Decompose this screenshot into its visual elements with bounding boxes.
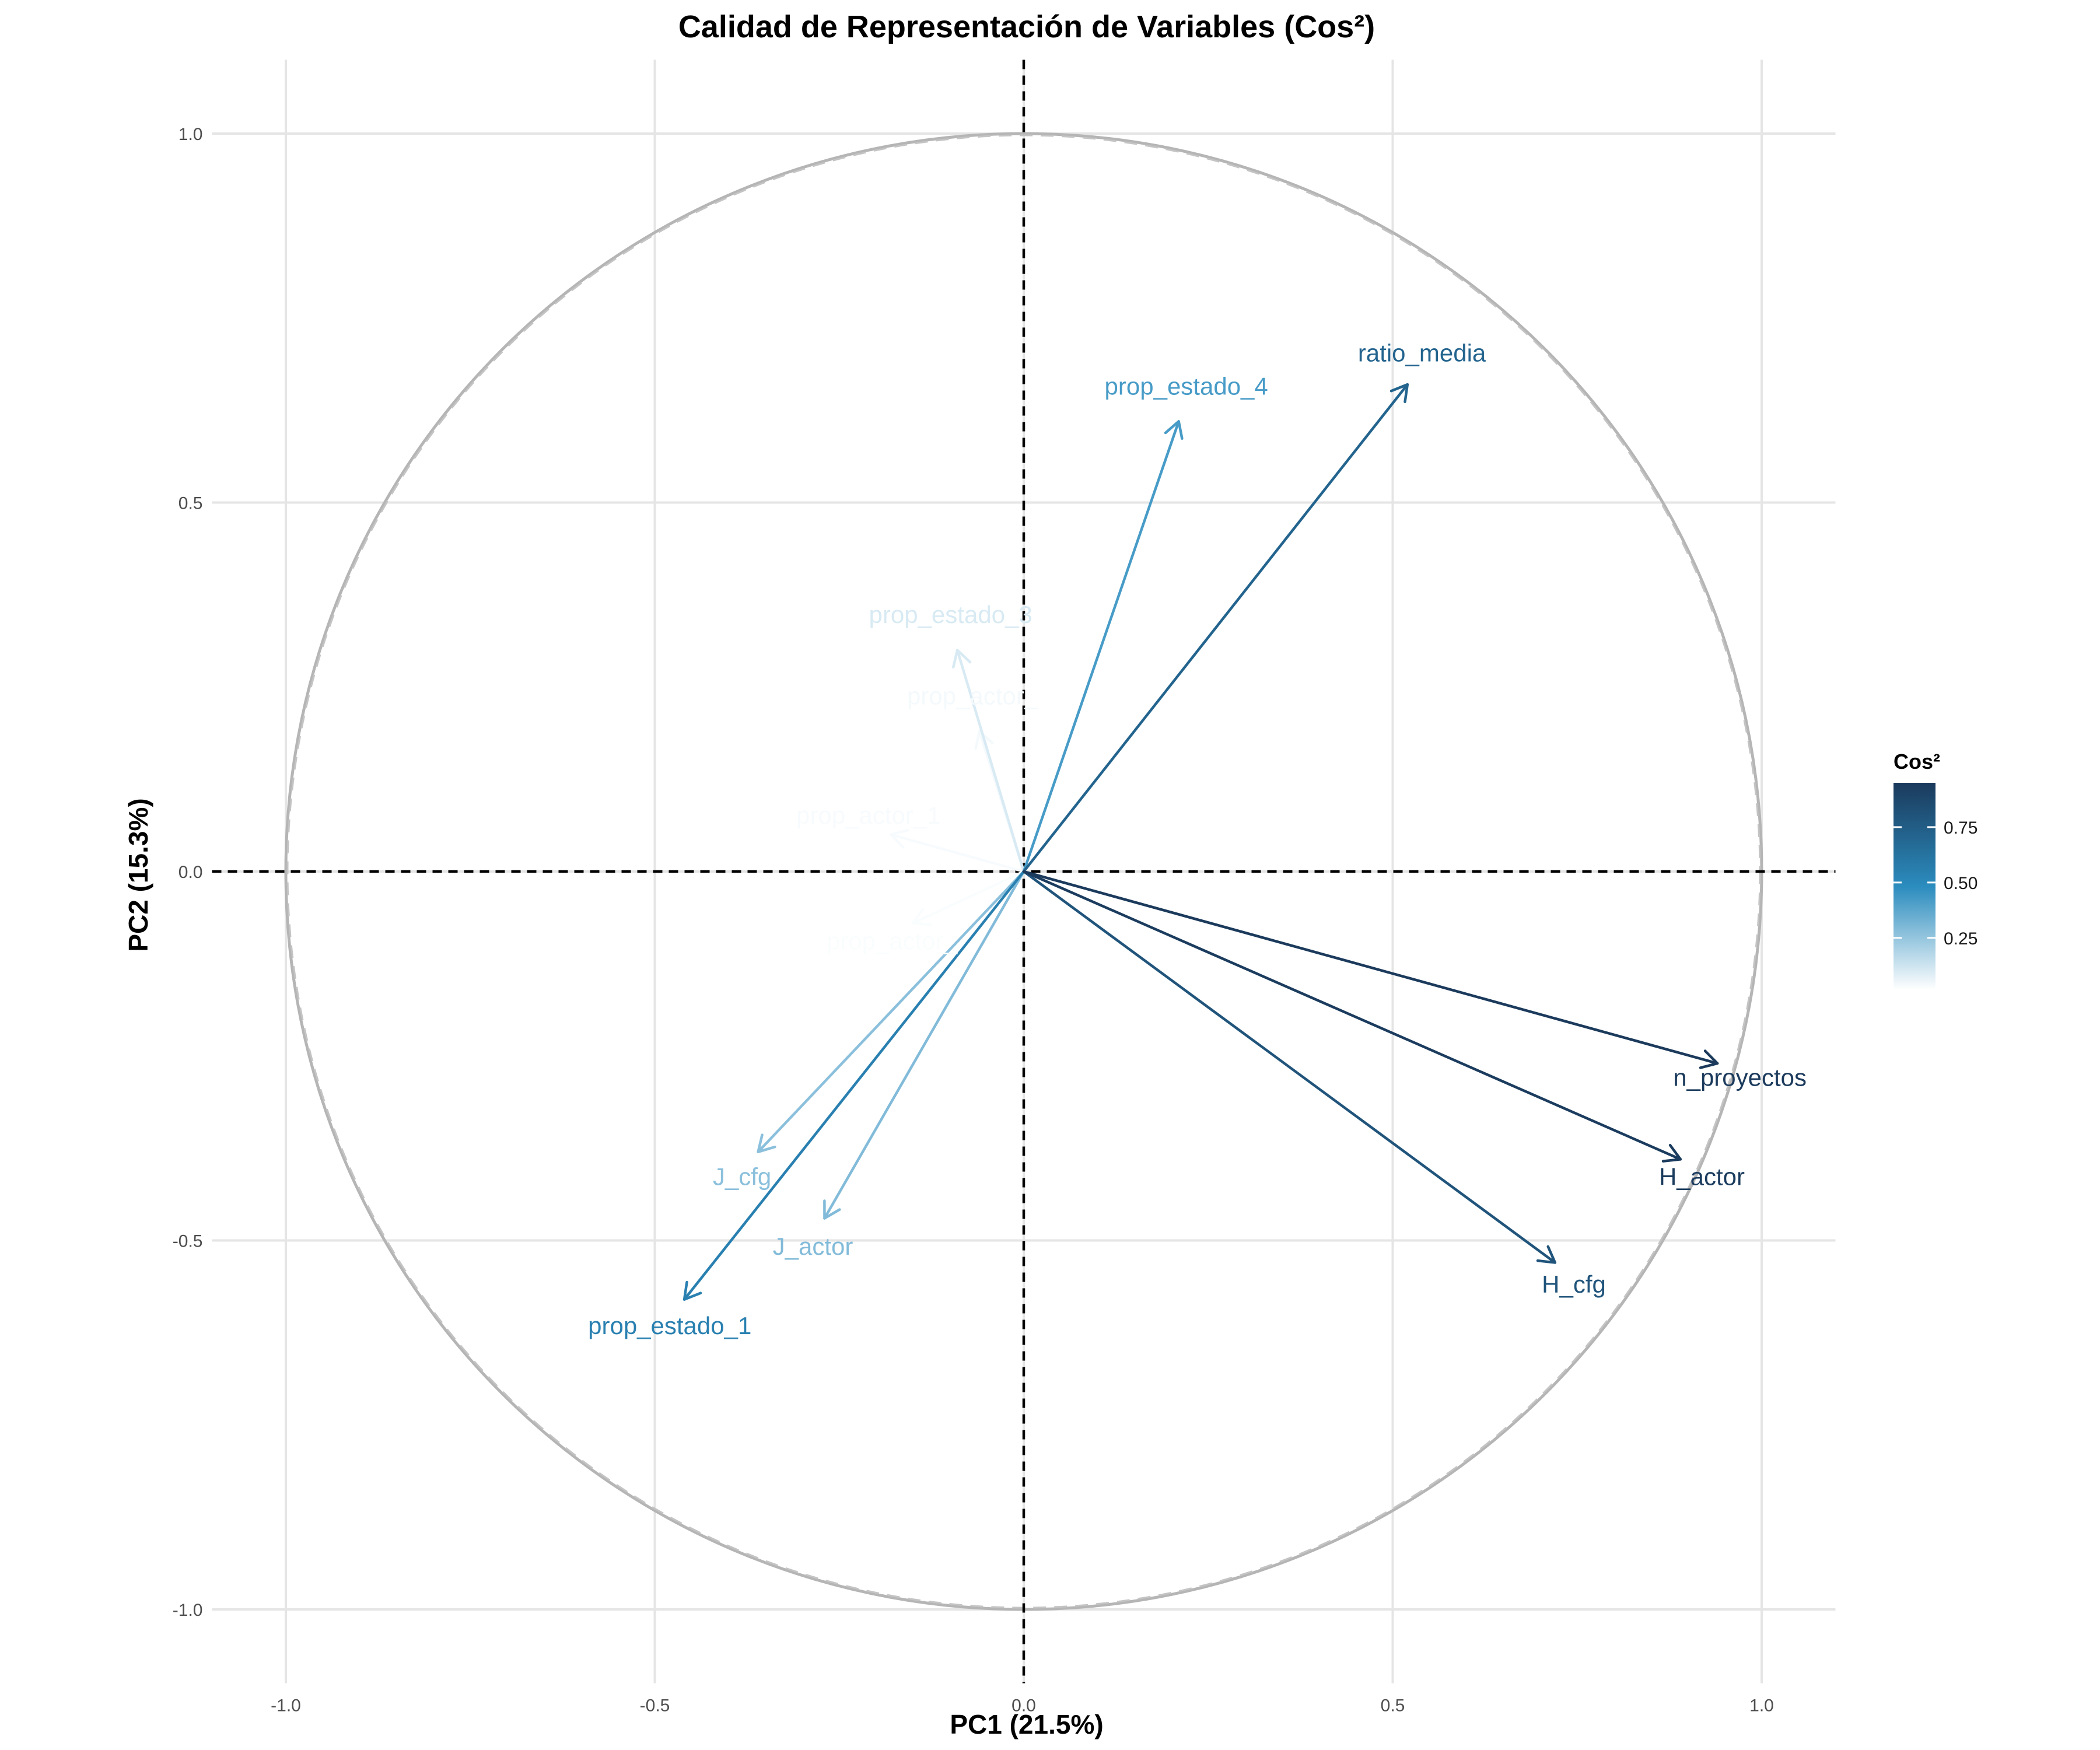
variable-label: J_actor bbox=[773, 1233, 853, 1260]
variable-label: ratio_media bbox=[1358, 340, 1486, 367]
legend-tick-label: 0.75 bbox=[1944, 818, 1978, 838]
arrow-shaft bbox=[757, 870, 1026, 1153]
arrow-head bbox=[1164, 420, 1184, 440]
variable-arrow bbox=[1022, 789, 1064, 873]
legend: Cos² 0.25 0.50 0.75 bbox=[1894, 750, 1978, 990]
arrow-shaft bbox=[1022, 383, 1409, 873]
arrow-shaft bbox=[956, 649, 1026, 873]
variable-arrow bbox=[890, 829, 1026, 873]
y-axis-title: PC2 (15.3%) bbox=[123, 798, 153, 951]
legend-title: Cos² bbox=[1894, 750, 1940, 774]
legend-ticks: 0.25 0.50 0.75 bbox=[1894, 818, 1978, 949]
x-tick-label: 0.5 bbox=[1381, 1696, 1405, 1716]
variable-label: J_cfg bbox=[713, 1163, 771, 1191]
variable-arrow bbox=[1022, 870, 1557, 1264]
legend-colorbar bbox=[1894, 783, 1936, 990]
variable-label: n_proyectos bbox=[1673, 1064, 1807, 1091]
variable-arrows bbox=[682, 383, 1719, 1301]
arrow-head bbox=[823, 1199, 841, 1220]
arrow-shaft bbox=[890, 833, 1026, 873]
variable-labels: prop_actor_ prop_actor_1 prop_actor_ prop_e… bbox=[588, 340, 1807, 1339]
x-tick-label: -0.5 bbox=[640, 1696, 670, 1716]
y-tick-label: 1.0 bbox=[178, 125, 203, 144]
arrow-head bbox=[682, 1280, 702, 1301]
arrow-shaft bbox=[1022, 870, 1682, 1161]
variable-label: prop_estado_4 bbox=[1105, 373, 1268, 400]
variable-label: prop_actor_ bbox=[907, 682, 1038, 710]
variable-arrow bbox=[1022, 420, 1184, 873]
variable-label: prop_estado_3 bbox=[869, 601, 1032, 628]
x-tick-label: -1.0 bbox=[271, 1696, 301, 1716]
x-tick-label: 1.0 bbox=[1749, 1696, 1774, 1716]
legend-tick-label: 0.25 bbox=[1944, 929, 1978, 949]
y-tick-label: -0.5 bbox=[173, 1232, 203, 1251]
y-tick-label: 0.0 bbox=[178, 863, 203, 882]
arrow-head bbox=[974, 730, 994, 750]
arrow-head bbox=[890, 829, 909, 849]
axis-ticks: -1.0 -0.5 0.0 0.5 1.0 -1.0 -0.5 0.0 0.5 1.0 bbox=[173, 125, 1774, 1716]
arrow-shaft bbox=[1022, 870, 1557, 1264]
variable-arrow bbox=[1022, 870, 1719, 1069]
arrow-head bbox=[1390, 383, 1409, 404]
variable-label: H_actor bbox=[1659, 1163, 1745, 1190]
variable-arrow bbox=[951, 649, 1026, 873]
variable-arrow bbox=[757, 870, 1026, 1153]
arrow-head bbox=[757, 1133, 776, 1153]
chart-title: Calidad de Representación de Variables (… bbox=[678, 9, 1375, 44]
variable-label: prop_actor_ bbox=[827, 927, 958, 954]
arrow-head bbox=[1045, 789, 1064, 809]
y-tick-label: -1.0 bbox=[173, 1601, 203, 1620]
variable-label: prop_estado_1 bbox=[588, 1312, 751, 1339]
variable-label: H_cfg bbox=[1542, 1270, 1606, 1298]
variable-arrow bbox=[1022, 383, 1409, 873]
arrow-shaft bbox=[1022, 420, 1180, 873]
variable-arrow bbox=[912, 870, 1026, 926]
x-tick-label: 0.0 bbox=[1012, 1696, 1036, 1716]
arrow-head bbox=[1536, 1245, 1557, 1264]
arrow-shaft bbox=[1022, 789, 1062, 873]
x-axis-title: PC1 (21.5%) bbox=[950, 1709, 1103, 1740]
y-tick-label: 0.5 bbox=[178, 494, 203, 513]
variable-arrow bbox=[823, 870, 1026, 1220]
variable-label: prop_actor_1 bbox=[796, 802, 941, 829]
arrow-shaft bbox=[912, 870, 1026, 925]
arrow-shaft bbox=[682, 870, 1026, 1301]
legend-tick-label: 0.50 bbox=[1944, 874, 1978, 893]
arrow-head bbox=[912, 907, 932, 926]
variable-arrow bbox=[1022, 870, 1682, 1163]
arrow-shaft bbox=[1022, 870, 1719, 1065]
arrow-head bbox=[1699, 1049, 1719, 1069]
arrow-head bbox=[951, 649, 972, 668]
arrow-head bbox=[1661, 1143, 1682, 1163]
arrow-shaft bbox=[823, 870, 1026, 1220]
variable-arrow bbox=[682, 870, 1026, 1301]
